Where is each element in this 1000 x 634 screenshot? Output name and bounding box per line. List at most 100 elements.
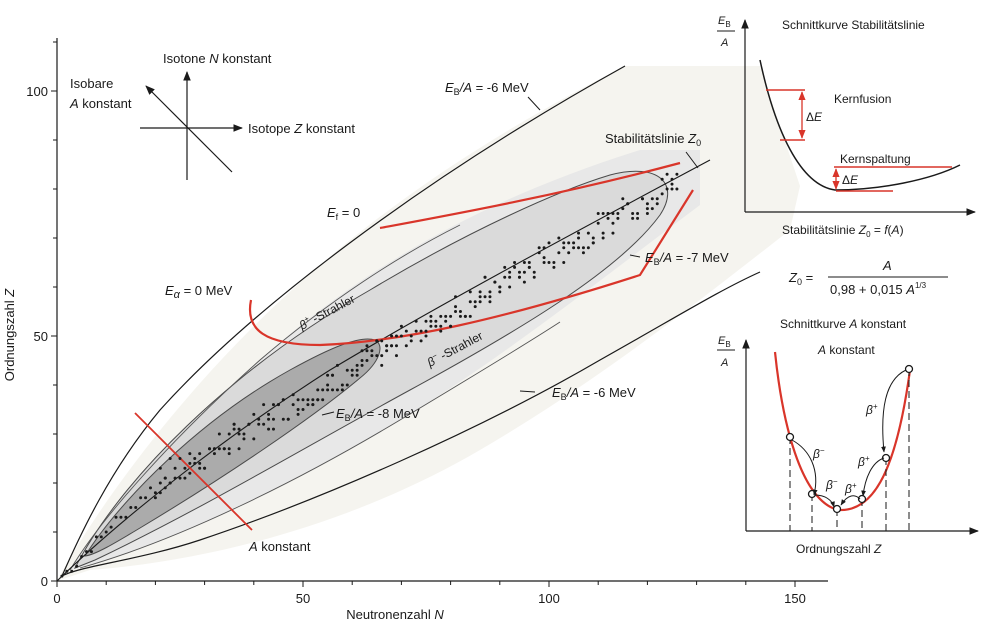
nuclide-dot bbox=[350, 368, 354, 372]
nuclide-dot bbox=[370, 349, 374, 353]
isobare-arrow bbox=[145, 85, 233, 173]
nuclide-dot bbox=[488, 295, 492, 299]
nuclide-dot bbox=[611, 212, 615, 215]
nuclide-dot bbox=[478, 295, 482, 299]
nuclide-dot bbox=[665, 172, 669, 176]
nuclide-dot bbox=[394, 354, 398, 358]
formula-denominator: 0,98 + 0,015 A1/3 bbox=[830, 281, 927, 297]
x-tick-label: 0 bbox=[53, 591, 60, 606]
nuclide-dot bbox=[616, 216, 620, 220]
nuclide-dot bbox=[478, 290, 482, 294]
nuclide-dot bbox=[498, 290, 502, 294]
nuclide-dot bbox=[247, 422, 251, 426]
nuclide-dot bbox=[429, 319, 433, 323]
nuclide-dot bbox=[321, 398, 325, 402]
nuclide-dot bbox=[267, 417, 271, 421]
nuclide-dot bbox=[547, 261, 551, 264]
nuclide-dot bbox=[513, 261, 517, 264]
nuclide-dot bbox=[532, 270, 536, 274]
nuclide-dot bbox=[508, 285, 512, 289]
nuclide-dot bbox=[375, 339, 379, 343]
nuclide-dot bbox=[488, 300, 492, 304]
nuclide-dot bbox=[670, 187, 674, 191]
inset2-title: Schnittkurve A konstant bbox=[780, 317, 907, 331]
nuclide-dot bbox=[365, 344, 369, 348]
nuclide-dot bbox=[326, 383, 330, 387]
nuclide-dot bbox=[326, 373, 330, 377]
nuclide-dot bbox=[434, 319, 438, 323]
isobare-label-line1: Isobare bbox=[70, 76, 113, 91]
nuclide-dot bbox=[611, 221, 615, 225]
eb-minus7-label: EB/A = -7 MeV bbox=[645, 250, 729, 267]
nuclide-dot bbox=[645, 212, 649, 215]
stability-line-label: Stabilitätslinie Z0 bbox=[605, 131, 701, 148]
eb-minus8-leader bbox=[321, 411, 335, 416]
nuclide-dot bbox=[148, 486, 152, 490]
nuclide-dot bbox=[586, 246, 590, 250]
nuclide-dot bbox=[577, 231, 581, 235]
isotone-label: Isotone N konstant bbox=[163, 51, 272, 66]
nuclide-dot bbox=[380, 339, 384, 343]
curve-band-upper bbox=[69, 224, 461, 571]
nuclide-dot bbox=[577, 246, 581, 250]
eb-minus6-bottom-label: EB/A = -6 MeV bbox=[552, 385, 636, 402]
nuclide-dot bbox=[350, 373, 354, 377]
eb-top-leader bbox=[527, 96, 541, 111]
nuclide-dot bbox=[419, 339, 423, 343]
isobar-nuclide-point bbox=[785, 432, 795, 442]
nuclide-dot bbox=[532, 275, 536, 279]
nuclide-dot bbox=[394, 344, 398, 348]
nuclide-dot bbox=[281, 398, 285, 402]
nuclide-dot bbox=[454, 295, 458, 299]
nuclide-dot bbox=[321, 388, 325, 392]
nuclide-dot bbox=[478, 300, 482, 304]
nuclide-dot bbox=[360, 363, 364, 367]
nuclide-dot bbox=[385, 349, 389, 353]
nuclide-dot bbox=[488, 290, 492, 294]
nuclide-dot bbox=[390, 344, 394, 348]
nuclide-dot bbox=[335, 388, 339, 392]
eb-bottom-leader bbox=[519, 390, 536, 393]
nuclide-dot bbox=[183, 476, 187, 480]
nuclide-dot bbox=[212, 452, 216, 456]
nuclide-dot bbox=[454, 305, 458, 309]
nuclide-dot bbox=[217, 447, 221, 451]
nuclide-dot bbox=[439, 324, 443, 328]
fission-delta-e-label: ΔE bbox=[842, 173, 859, 187]
nuclide-dot bbox=[581, 246, 585, 250]
nuclide-dot bbox=[463, 314, 467, 318]
nuclide-dot bbox=[675, 172, 679, 176]
decay-arrow-beta-minus-2 bbox=[814, 494, 835, 508]
nuclide-dot bbox=[572, 241, 576, 245]
nuclide-dot bbox=[557, 251, 561, 255]
nuclide-dot bbox=[237, 427, 241, 431]
nuclide-dot bbox=[75, 564, 79, 568]
nuclide-dot bbox=[429, 314, 433, 318]
nuclide-dot bbox=[158, 466, 162, 470]
nuclide-dot bbox=[360, 349, 364, 353]
nuclide-dot bbox=[267, 412, 271, 416]
eb-minus7-leader bbox=[629, 254, 641, 258]
nuclide-dot bbox=[355, 363, 359, 367]
nuclide-dot bbox=[252, 437, 256, 441]
nuclide-dot bbox=[345, 368, 349, 372]
nuclide-dot bbox=[542, 246, 546, 250]
nuclide-dot bbox=[517, 275, 521, 279]
nuclide-dot bbox=[85, 550, 89, 554]
formula-numerator: A bbox=[882, 258, 892, 273]
nuclide-dot bbox=[562, 261, 566, 264]
nuclide-dot bbox=[345, 383, 349, 387]
nuclide-dot bbox=[483, 295, 487, 299]
decay-arrow-beta-plus-3 bbox=[881, 369, 907, 453]
nuclide-dot bbox=[296, 398, 300, 402]
inset-isobar-curve: Schnittkurve A konstant A konstant EB A … bbox=[717, 317, 979, 556]
nuclide-dot bbox=[139, 496, 143, 500]
nuclide-dot bbox=[134, 506, 138, 509]
nuclide-dot bbox=[65, 569, 69, 573]
isobar-nuclide-points bbox=[785, 364, 914, 514]
nuclide-dot bbox=[621, 207, 625, 211]
nuclide-dot bbox=[404, 329, 408, 333]
nuclide-dot bbox=[242, 432, 246, 436]
nuclide-dot bbox=[385, 344, 389, 348]
nuclide-dot bbox=[158, 481, 162, 485]
